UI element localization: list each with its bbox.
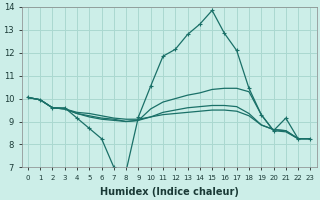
X-axis label: Humidex (Indice chaleur): Humidex (Indice chaleur) [100,187,239,197]
